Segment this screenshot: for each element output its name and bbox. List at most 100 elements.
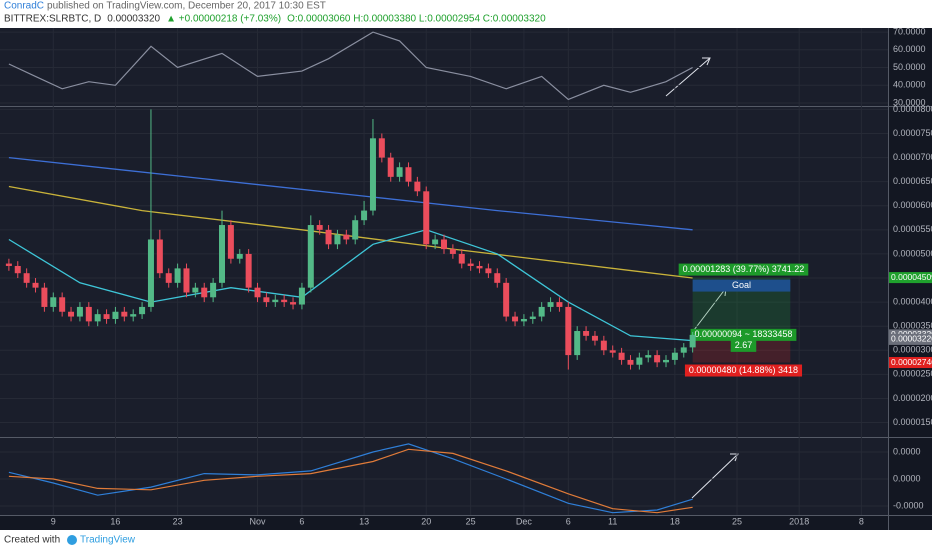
indicator-line xyxy=(8,443,693,514)
y-tick-label: 50.0000 xyxy=(893,62,926,72)
moving-average xyxy=(8,185,693,279)
x-tick-label: 9 xyxy=(51,516,56,526)
candle-body xyxy=(147,239,154,307)
candle-body xyxy=(156,239,163,274)
y-tick-label: 0.00008000 xyxy=(893,104,932,114)
candle-body xyxy=(556,302,563,307)
candle-body xyxy=(23,273,30,283)
footer-text: Created with xyxy=(4,535,60,546)
rsi-pane xyxy=(0,28,888,106)
price-tag-label: 0.00003226 xyxy=(891,334,932,344)
candle-body xyxy=(121,311,128,317)
price-tag xyxy=(889,272,932,284)
ratio-label: 2.67 xyxy=(735,340,753,350)
candle-body xyxy=(591,335,598,341)
arrow xyxy=(693,287,727,331)
candle-body xyxy=(520,318,527,322)
candle-body xyxy=(485,268,492,274)
macd-pane xyxy=(0,438,888,515)
candle-body xyxy=(130,314,137,317)
candle-body xyxy=(449,249,456,254)
candle-body xyxy=(441,239,447,250)
last-price: 0.00003320 xyxy=(107,14,160,25)
indicator-line xyxy=(8,31,693,101)
candle-body xyxy=(378,138,385,158)
candle-body xyxy=(503,282,510,317)
ratio-label-box xyxy=(730,339,757,352)
x-tick-label: 6 xyxy=(566,516,571,526)
candle-body xyxy=(645,355,652,358)
price-tag-label: 0.00002746 xyxy=(891,357,932,367)
arrow-head xyxy=(702,57,711,66)
candle-body xyxy=(654,355,661,363)
candle-body xyxy=(50,297,57,307)
goal-label: Goal xyxy=(732,280,751,290)
candle-body xyxy=(76,306,83,317)
candle-body xyxy=(574,331,581,356)
y-tick-label: 70.0000 xyxy=(893,26,926,36)
y-tick-label: 40.0000 xyxy=(893,80,926,90)
y-tick-label: 0.0000 xyxy=(893,446,921,456)
candle-body xyxy=(494,273,501,283)
candle-body xyxy=(85,306,92,322)
y-tick-label: 0.00003500 xyxy=(893,321,932,331)
entry-label-box xyxy=(690,328,797,341)
candle-body xyxy=(512,316,519,322)
x-tick-label: 11 xyxy=(608,516,617,526)
candle-body xyxy=(600,340,607,351)
y-tick-label: 60.0000 xyxy=(893,44,926,54)
x-tick-label: 13 xyxy=(359,516,369,526)
x-tick-label: 16 xyxy=(110,516,120,526)
indicator-line xyxy=(8,448,693,514)
candle-body xyxy=(529,316,536,319)
candle-body xyxy=(307,225,314,288)
candle-body xyxy=(316,225,323,230)
stop-label: 0.00000480 (14.88%) 3418 xyxy=(689,365,798,375)
candle-body xyxy=(272,299,279,303)
candle-body xyxy=(671,352,678,360)
candle-body xyxy=(334,234,341,245)
candle-body xyxy=(94,314,101,322)
arrow xyxy=(665,57,711,97)
candle-body xyxy=(112,311,119,319)
y-tick-label: 0.00003000 xyxy=(893,345,932,355)
candle-body xyxy=(192,287,199,293)
candle-body xyxy=(618,352,625,360)
candle-body xyxy=(325,229,332,245)
candle-body xyxy=(236,253,243,259)
candle-body xyxy=(68,311,75,317)
y-tick-label: -0.0000 xyxy=(893,500,924,510)
candle-body xyxy=(369,138,376,211)
y-tick-label: 0.00004000 xyxy=(893,296,932,306)
candle-body xyxy=(219,225,225,283)
candle-body xyxy=(245,253,252,288)
goal-box xyxy=(692,279,791,292)
candle-body xyxy=(210,282,217,298)
published: published on TradingView.com, December 2… xyxy=(47,1,326,12)
candle-body xyxy=(663,359,669,363)
arrow-head xyxy=(730,453,739,462)
candle-body xyxy=(298,287,305,305)
y-tick-label: 0.00005500 xyxy=(893,224,932,234)
arrow xyxy=(691,453,739,499)
candle-body xyxy=(5,263,12,266)
brand[interactable]: TradingView xyxy=(80,535,136,546)
y-tick-label: 0.0000 xyxy=(893,473,921,483)
y-tick-label: 0.00002500 xyxy=(893,369,932,379)
candle-body xyxy=(352,220,359,240)
candle-body xyxy=(343,234,350,240)
entry-label: 0.00000094 ~ 18333458 xyxy=(695,329,793,339)
x-tick-label: 18 xyxy=(670,516,680,526)
author[interactable]: ConradC xyxy=(4,1,44,12)
candle-body xyxy=(165,273,172,283)
candle-body xyxy=(103,314,110,319)
candle-body xyxy=(458,253,465,264)
y-tick-label: 0.00007000 xyxy=(893,152,932,162)
y-tick-label: 0.00005000 xyxy=(893,248,932,258)
candle-body xyxy=(565,306,572,356)
candle-body xyxy=(41,287,48,307)
candle-body xyxy=(290,302,297,305)
moving-average xyxy=(8,229,693,342)
target-label: 0.00001283 (39.77%) 3741.22 xyxy=(683,264,805,274)
